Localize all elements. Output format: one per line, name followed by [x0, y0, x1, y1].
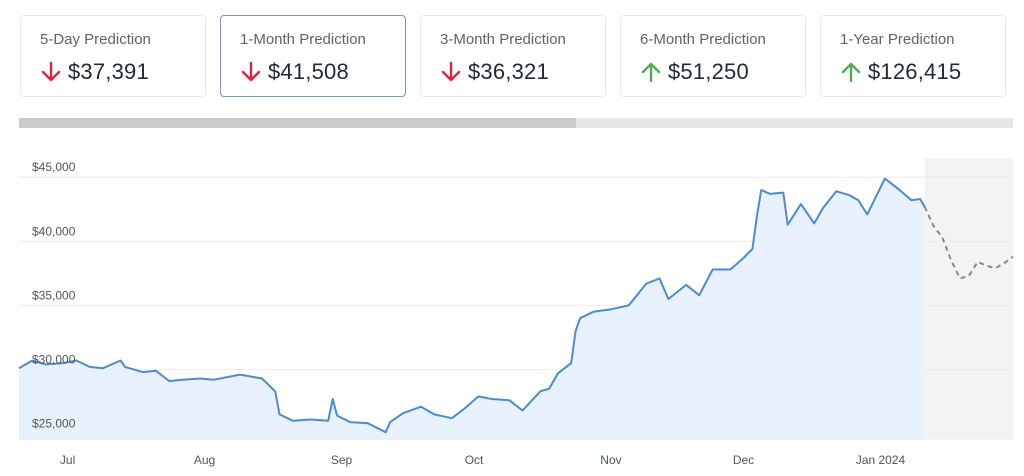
card-title: 1-Year Prediction — [840, 31, 955, 48]
forecast-region — [924, 158, 1013, 440]
scrollbar-thumb[interactable] — [19, 118, 576, 128]
y-tick-label: $35,000 — [32, 288, 76, 302]
card-value-row: $41,508 — [240, 58, 349, 86]
x-tick-label: Oct — [465, 453, 484, 467]
card-title: 3-Month Prediction — [440, 31, 566, 48]
x-tick-label: Aug — [194, 453, 215, 467]
prediction-cards: 5-Day Prediction $37,391 1-Month Predict… — [20, 15, 1007, 99]
price-chart: $25,000 $30,000 $35,000 $40,000 $45,000 Jul Au… — [18, 158, 1014, 467]
arrow-down-icon — [241, 61, 261, 82]
y-tick-label: $25,000 — [32, 417, 76, 431]
card-value: $41,508 — [268, 59, 349, 84]
card-value: $37,391 — [68, 59, 149, 84]
arrow-down-icon — [441, 61, 461, 82]
card-value: $36,321 — [468, 59, 549, 84]
card-value: $126,415 — [868, 59, 962, 84]
card-value-row: $126,415 — [840, 58, 961, 86]
prediction-card-1-year[interactable]: 1-Year Prediction $126,415 — [820, 15, 1006, 97]
x-tick-label: Jul — [60, 453, 75, 467]
card-title: 6-Month Prediction — [640, 31, 766, 48]
x-tick-label: Nov — [600, 453, 621, 467]
prediction-card-1-month[interactable]: 1-Month Prediction $41,508 — [220, 15, 406, 97]
x-tick-label: Dec — [733, 453, 754, 467]
card-title: 1-Month Prediction — [240, 31, 366, 48]
arrow-down-icon — [41, 61, 61, 82]
card-value-row: $51,250 — [640, 58, 749, 86]
card-value-row: $37,391 — [40, 58, 149, 86]
card-value-row: $36,321 — [440, 58, 549, 86]
price-line — [18, 177, 926, 434]
x-tick-label: Sep — [331, 453, 353, 467]
prediction-card-5-day[interactable]: 5-Day Prediction $37,391 — [20, 15, 206, 97]
y-tick-label: $30,000 — [32, 353, 76, 367]
forecast-line — [923, 206, 1014, 280]
card-value: $51,250 — [668, 59, 749, 84]
chart-scrollbar[interactable] — [19, 118, 1013, 128]
arrow-up-icon — [641, 62, 661, 83]
price-area — [19, 178, 925, 440]
y-tick-label: $45,000 — [32, 160, 76, 174]
arrow-up-icon — [841, 62, 861, 83]
prediction-card-6-month[interactable]: 6-Month Prediction $51,250 — [620, 15, 806, 97]
y-tick-label: $40,000 — [32, 224, 76, 238]
x-tick-label: Jan 2024 — [856, 453, 906, 467]
prediction-card-3-month[interactable]: 3-Month Prediction $36,321 — [420, 15, 606, 97]
card-title: 5-Day Prediction — [40, 31, 151, 48]
